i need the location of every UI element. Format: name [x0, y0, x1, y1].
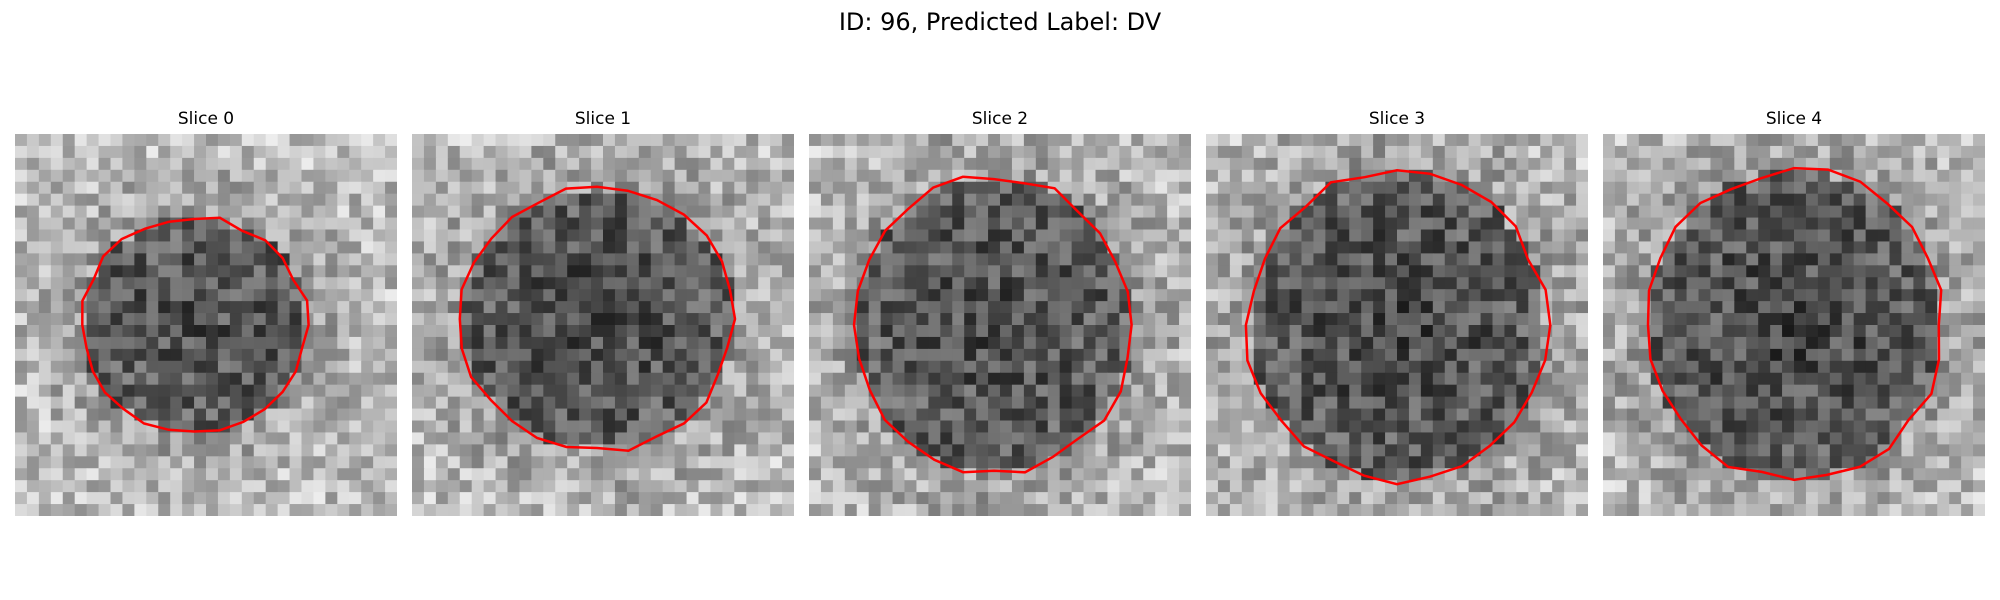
segmentation-contour	[852, 175, 1133, 474]
segmentation-contour	[1244, 169, 1552, 486]
slice-image	[412, 134, 794, 516]
slice-image	[1603, 134, 1985, 516]
slice-image	[809, 134, 1191, 516]
slice-title: Slice 3	[1368, 109, 1426, 129]
figure-title: ID: 96, Predicted Label: DV	[838, 8, 1162, 36]
slice-image	[15, 134, 397, 516]
slice-title: Slice 1	[574, 109, 632, 129]
slice-image	[1206, 134, 1588, 516]
slice-title: Slice 0	[177, 109, 235, 129]
segmentation-contour	[1646, 166, 1943, 482]
segmentation-contour	[81, 216, 310, 433]
segmentation-contour	[458, 185, 737, 452]
slice-title: Slice 4	[1765, 109, 1823, 129]
slice-title: Slice 2	[971, 109, 1029, 129]
